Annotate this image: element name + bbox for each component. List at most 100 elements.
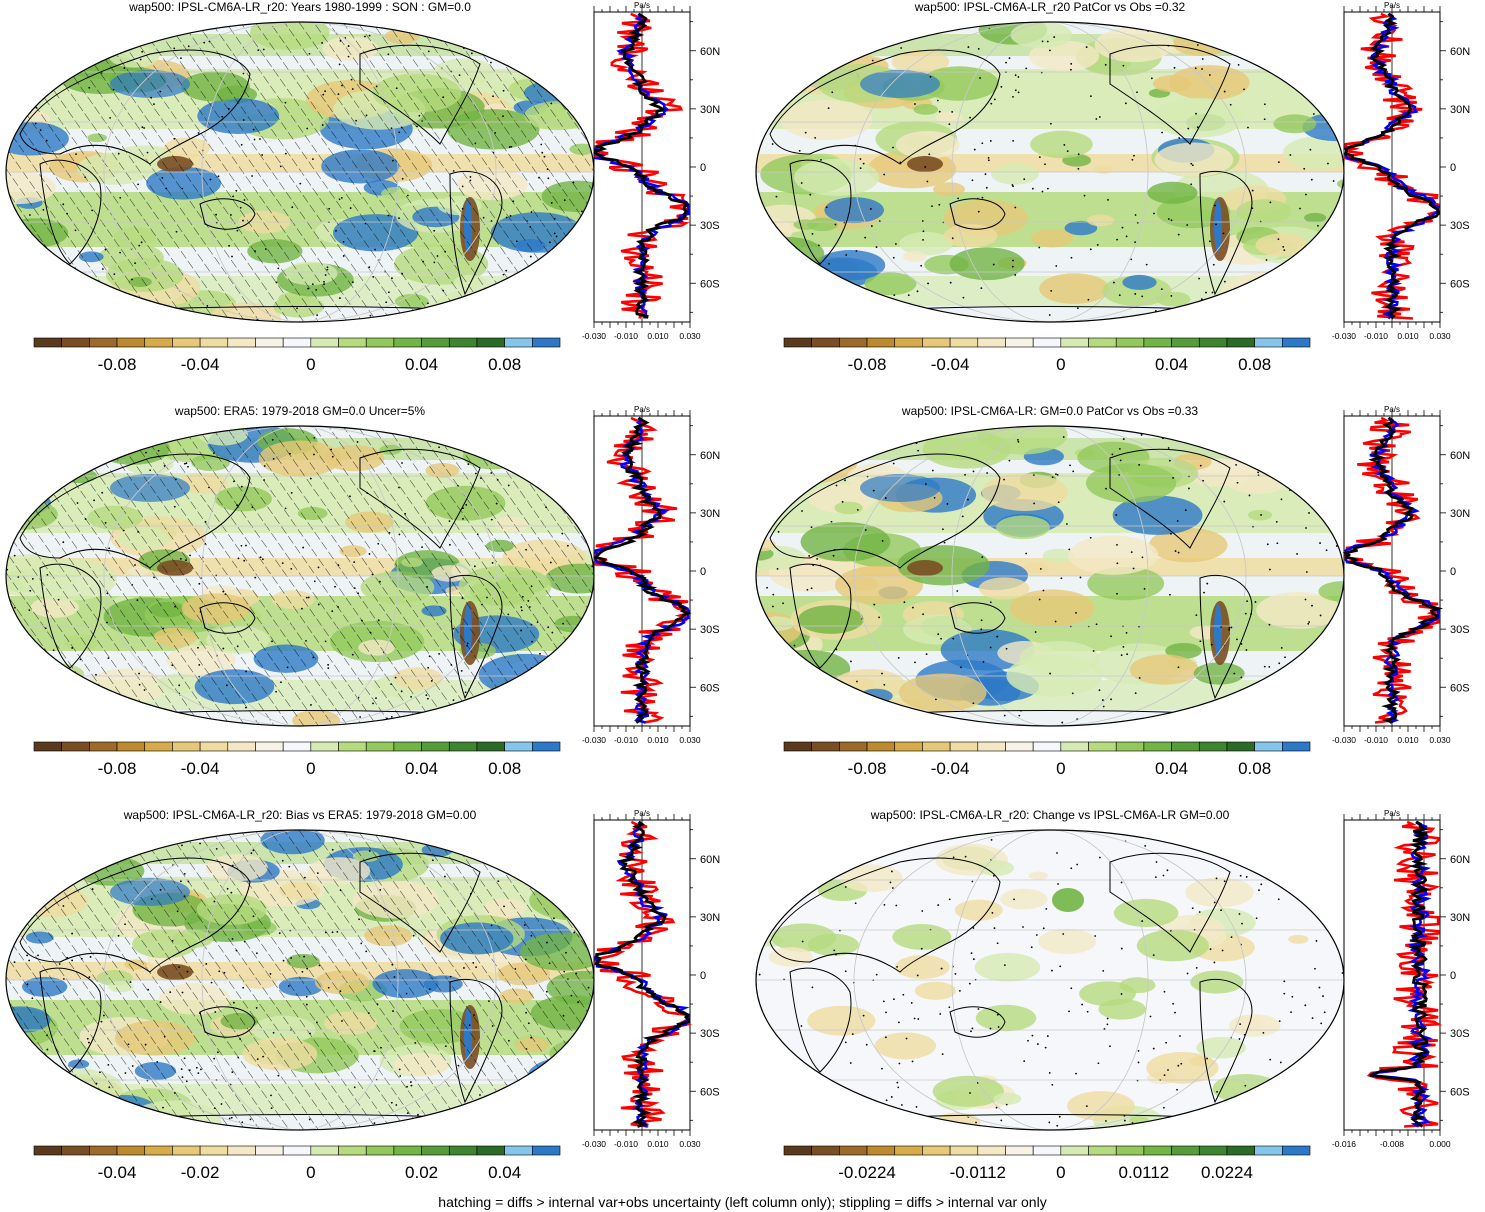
stipple-dot — [756, 533, 757, 536]
field-blob — [899, 231, 953, 256]
stipple-dot — [1075, 611, 1077, 614]
stipple-dot — [987, 159, 990, 162]
stipple-dot — [1186, 972, 1189, 975]
field-blob — [136, 710, 188, 726]
stipple-dot — [39, 872, 42, 874]
colorbar-swatch — [255, 741, 284, 752]
stipple-dot — [880, 311, 882, 313]
colorbar-swatch — [393, 1145, 422, 1156]
stipple-dot — [1275, 520, 1278, 523]
colorbar-tick-label: 0 — [306, 355, 315, 374]
stipple-dot — [1000, 85, 1003, 88]
stipple-dot — [971, 179, 974, 182]
stipple-dot — [981, 142, 984, 145]
colorbar-swatch — [866, 741, 896, 752]
stipple-dot — [1283, 992, 1286, 995]
stipple-dot — [1290, 1011, 1292, 1013]
colorbar-swatch — [199, 1145, 229, 1156]
stipple-dot — [1149, 1015, 1152, 1018]
stipple-dot — [805, 41, 808, 44]
field-blob — [815, 250, 886, 281]
colorbar-swatch — [949, 337, 979, 348]
stipple-dot — [980, 628, 983, 631]
stipple-dot — [987, 157, 990, 159]
stipple-dot — [876, 855, 879, 858]
stipple-dot — [894, 243, 897, 245]
field-blob — [824, 197, 884, 224]
stipple-dot — [986, 472, 989, 474]
stipple-dot — [996, 942, 999, 945]
stipple-dot — [958, 989, 961, 992]
stipple-dot — [1236, 638, 1238, 641]
stipple-dot — [1268, 623, 1271, 626]
hatching-overlay — [6, 426, 594, 726]
stipple-dot — [1056, 473, 1059, 476]
stipple-dot — [1312, 654, 1315, 657]
stipple-dot — [1134, 293, 1137, 295]
stipple-dot — [820, 477, 823, 479]
stipple-dot — [1276, 542, 1279, 545]
stipple-dot — [1258, 29, 1260, 31]
zonal-x-tick-label: -0.030 — [582, 1139, 606, 1149]
stipple-dot — [1132, 567, 1135, 570]
stipple-dot — [878, 220, 881, 223]
stipple-dot — [914, 103, 916, 105]
stipple-dot — [14, 1089, 17, 1092]
stipple-dot — [961, 515, 964, 518]
stipple-dot — [881, 540, 884, 542]
stipple-dot — [1311, 604, 1313, 607]
stipple-dot — [15, 127, 18, 130]
stipple-dot — [513, 58, 516, 61]
stipple-dot — [6, 938, 8, 940]
stipple-dot — [996, 635, 999, 638]
stipple-dot — [1039, 568, 1042, 570]
field-blob — [1000, 888, 1048, 910]
panel-title: wap500: IPSL-CM6A-LR_r20: Change vs IPSL… — [870, 808, 1230, 822]
field-blob — [780, 99, 873, 141]
stipple-dot — [941, 1053, 944, 1056]
stipple-dot — [1003, 964, 1006, 967]
stipple-dot — [773, 837, 775, 840]
stipple-dot — [1141, 556, 1144, 559]
stipple-dot — [1241, 922, 1243, 925]
stipple-dot — [1031, 187, 1034, 190]
zonal-x-tick-label: 0.010 — [647, 1139, 669, 1149]
colorbar-swatch — [1115, 337, 1145, 348]
colorbar-swatch — [421, 1145, 450, 1156]
coastline — [1199, 574, 1253, 700]
stipple-dot — [1014, 89, 1017, 92]
stipple-dot — [892, 256, 895, 259]
stipple-dot — [1187, 127, 1190, 130]
colorbar-swatch — [199, 741, 229, 752]
stipple-dot — [885, 715, 887, 718]
stipple-dot — [962, 296, 965, 299]
zonal-x-tick-label: -0.030 — [1332, 735, 1356, 745]
stipple-dot — [1087, 298, 1090, 301]
map-field — [756, 22, 1344, 322]
field-blob — [936, 111, 964, 124]
stipple-dot — [771, 448, 773, 450]
stipple-dot — [1213, 901, 1216, 904]
coastline — [19, 453, 251, 569]
stipple-dot — [992, 263, 995, 266]
field-blob — [1185, 877, 1254, 908]
stipple-dot — [1239, 874, 1242, 877]
stipple-dot — [1014, 274, 1017, 276]
stipple-dot — [1105, 1120, 1107, 1122]
field-blob — [1068, 535, 1159, 575]
stipple-dot — [1243, 88, 1245, 91]
field-blob — [914, 981, 957, 1000]
zonal-mean-plot: Pa/s -0.030 -0.010 0.010 0.030 60N 30N 0 30S 60S — [1332, 405, 1470, 745]
stipple-dot — [12, 899, 15, 902]
stipple-dot — [1200, 298, 1203, 301]
stipple-dot — [0, 304, 2, 306]
stipple-dot — [939, 1013, 942, 1015]
stipple-dot — [1305, 571, 1308, 573]
colorbar-swatch — [783, 337, 812, 348]
colorbar-swatch — [839, 741, 868, 752]
field-blob — [67, 301, 126, 322]
stipple-dot — [541, 77, 543, 80]
field-blob — [784, 702, 839, 726]
stipple-dot — [1130, 258, 1133, 261]
stipple-dot — [1123, 1119, 1126, 1122]
